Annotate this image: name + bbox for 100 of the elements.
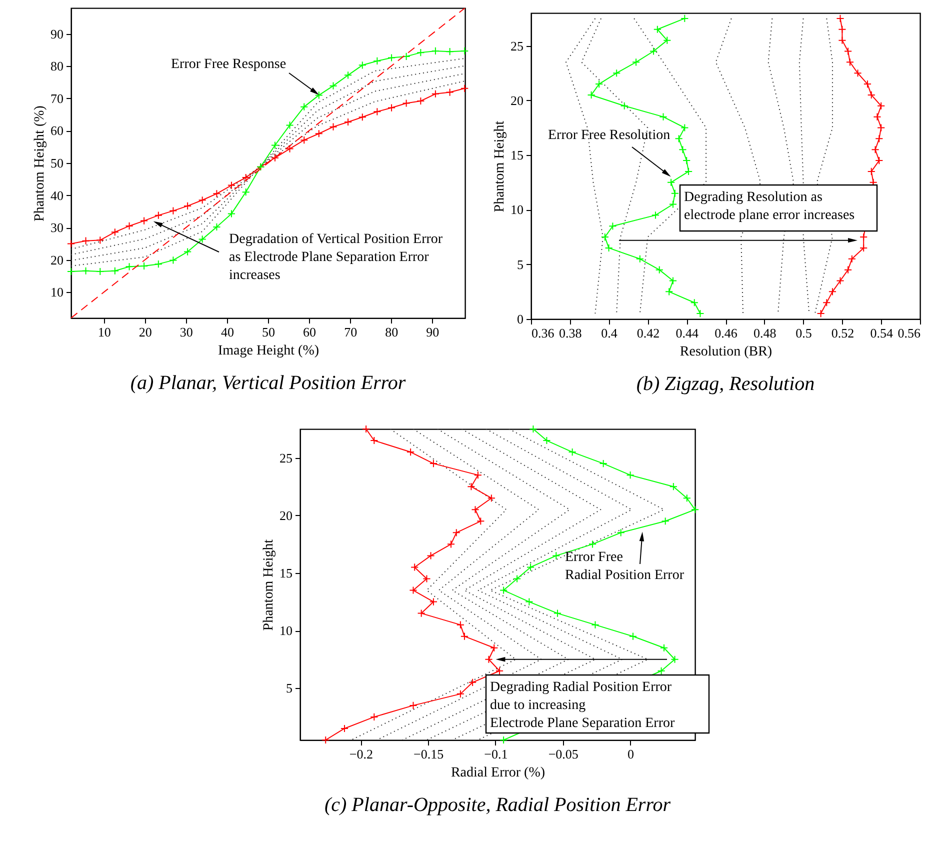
point: [608, 222, 617, 230]
point: [674, 134, 683, 143]
point: [417, 609, 426, 618]
text: (a) Planar, Vertical Position Error: [130, 372, 406, 394]
point: [402, 52, 410, 60]
point: [867, 167, 876, 176]
point: [875, 134, 884, 143]
point: [467, 482, 476, 491]
point: [668, 276, 678, 285]
point: [286, 144, 294, 153]
point: [604, 244, 613, 252]
point: [452, 528, 460, 537]
point: [456, 690, 464, 698]
y-tick-label: 20: [510, 92, 524, 108]
x-tick-label: −0.2: [349, 746, 373, 762]
x-tick-label: 0.5: [796, 326, 812, 340]
point: [669, 482, 678, 491]
point: [848, 254, 856, 263]
point: [471, 506, 480, 514]
y-tick-label: 20: [280, 508, 292, 523]
y-tick-label: 5: [517, 256, 524, 272]
point: [487, 494, 496, 502]
point: [500, 586, 508, 594]
point: [66, 240, 76, 248]
point: [82, 236, 90, 245]
y-tick-label: 90: [50, 26, 64, 42]
x-tick-label: 0.46: [714, 326, 738, 340]
point: [682, 156, 691, 165]
y-tick-label: 5: [286, 680, 292, 696]
annotation: Error Free Resolution: [548, 128, 670, 143]
point: [446, 88, 454, 96]
point: [665, 288, 674, 296]
point: [670, 189, 679, 198]
y-tick-label: 50: [50, 156, 64, 170]
x-tick-label: 60: [303, 324, 316, 340]
point: [844, 47, 852, 56]
point: [409, 586, 418, 594]
point: [690, 506, 700, 514]
y-tick-label: 60: [50, 123, 64, 138]
point: [867, 90, 876, 99]
point: [125, 222, 134, 230]
point: [431, 90, 440, 98]
point: [525, 598, 534, 606]
point: [526, 563, 535, 572]
point: [636, 254, 644, 263]
point: [661, 517, 670, 526]
point: [242, 173, 250, 182]
x-tick-label: 90: [426, 324, 440, 340]
point: [655, 266, 664, 274]
point: [690, 298, 698, 307]
x-tick-label: 10: [98, 324, 111, 340]
x-tick-label: 20: [138, 324, 152, 340]
point: [587, 90, 596, 99]
point: [416, 96, 425, 106]
annotation: Error Free Response: [171, 57, 286, 72]
point: [595, 80, 604, 88]
point: [456, 620, 464, 629]
y-tick-label: 10: [50, 284, 64, 300]
point: [422, 574, 431, 583]
point: [154, 211, 162, 220]
point: [270, 141, 280, 150]
x-tick-label: 0.4: [601, 326, 618, 340]
point: [140, 216, 148, 225]
point: [344, 71, 352, 80]
point: [227, 210, 236, 218]
point: [402, 99, 410, 108]
x-tick-label: 0.44: [676, 326, 699, 340]
point: [873, 112, 882, 121]
x-tick-label: 0.52: [831, 326, 854, 340]
point: [626, 471, 634, 480]
point: [110, 228, 119, 236]
point: [836, 276, 844, 285]
point: [429, 460, 438, 468]
point: [388, 54, 396, 62]
point: [877, 102, 886, 110]
point: [495, 666, 504, 675]
point: [140, 262, 148, 270]
point: [822, 298, 831, 307]
point: [184, 202, 192, 210]
point: [169, 256, 178, 264]
y-axis-title: Phantom Height: [262, 539, 276, 631]
point: [373, 56, 382, 65]
point: [684, 167, 693, 176]
point: [844, 266, 852, 274]
annotation: Degrading Resolution as electrode plane error increases: [684, 190, 855, 223]
point: [838, 36, 846, 44]
point: [406, 448, 415, 456]
point: [362, 424, 370, 434]
y-tick-label: 15: [280, 565, 292, 580]
point: [680, 124, 689, 132]
point: [670, 655, 679, 664]
point: [270, 154, 280, 162]
point: [212, 190, 221, 198]
point: [344, 118, 352, 126]
point: [426, 552, 435, 560]
point: [446, 48, 454, 56]
point: [860, 244, 868, 252]
point: [490, 644, 498, 652]
x-tick-label: 70: [344, 324, 358, 340]
y-tick-label: 0: [517, 312, 524, 326]
